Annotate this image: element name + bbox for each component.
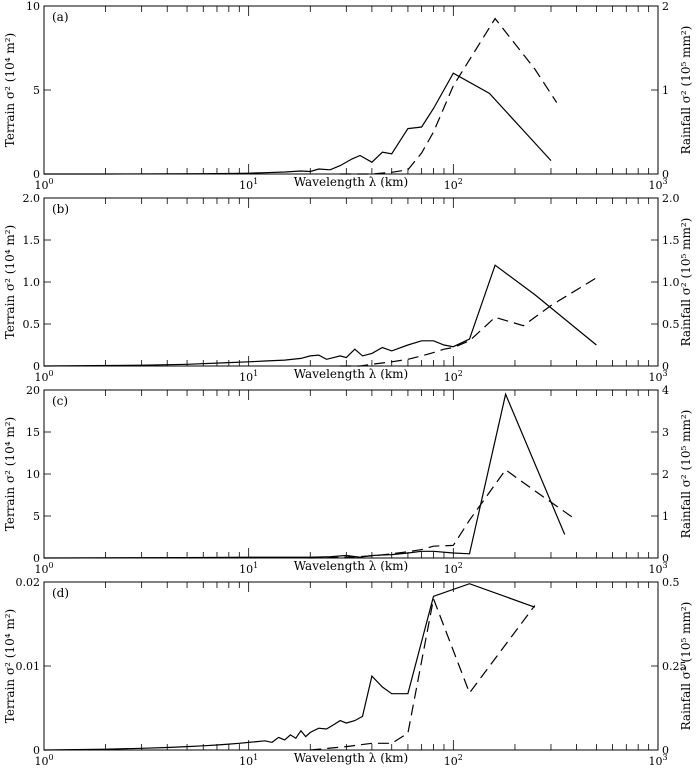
x-tick-label: 101 xyxy=(239,561,258,576)
plot-frame xyxy=(43,581,659,751)
chart-panel: 100 101 102 10300.51.01.52.000.51.01.52.0(b… xyxy=(3,192,693,384)
y-left-tick-label: 0 xyxy=(33,360,40,373)
y-left-tick-label: 15 xyxy=(26,426,40,439)
x-tick-label: 102 xyxy=(444,753,463,768)
y-right-tick-label: 1 xyxy=(662,84,669,97)
y-right-tick-label: 0 xyxy=(662,744,669,757)
y-left-tick-label: 0.02 xyxy=(16,576,41,589)
y-left-tick-label: 20 xyxy=(26,384,40,397)
x-tick-label: 102 xyxy=(444,561,463,576)
x-axis-label: Wavelength λ (km) xyxy=(294,367,408,381)
y-right-tick-label: 2 xyxy=(662,0,669,13)
terrain-series-line xyxy=(44,72,552,175)
y-left-axis-label: Terrain σ² (10⁴ m²) xyxy=(3,225,17,339)
y-right-tick-label: 2.0 xyxy=(662,192,680,205)
y-left-tick-label: 5 xyxy=(33,84,40,97)
y-left-axis-label: Terrain σ² (10⁴ m²) xyxy=(3,33,17,147)
rainfall-series-line xyxy=(340,277,597,367)
y-right-tick-label: 0.5 xyxy=(662,576,680,589)
y-left-tick-label: 1.0 xyxy=(23,276,41,289)
y-left-tick-label: 10 xyxy=(26,0,40,13)
y-right-axis-label: Rainfall σ² (10⁵ mm²) xyxy=(679,26,693,155)
x-axis-label: Wavelength λ (km) xyxy=(294,559,408,573)
panel-label: (c) xyxy=(52,394,68,408)
panel-label: (d) xyxy=(52,586,69,600)
rainfall-series-line xyxy=(310,468,577,559)
y-right-tick-label: 0.5 xyxy=(662,318,680,331)
y-left-tick-label: 0.5 xyxy=(23,318,41,331)
y-right-tick-label: 3 xyxy=(662,426,669,439)
y-left-tick-label: 0 xyxy=(33,552,40,565)
y-right-tick-label: 1.5 xyxy=(662,234,680,247)
y-right-axis-label: Rainfall σ² (10⁵ mm²) xyxy=(679,602,693,731)
y-left-tick-label: 0 xyxy=(33,168,40,181)
x-tick-label: 102 xyxy=(444,369,463,384)
x-axis-label: Wavelength λ (km) xyxy=(294,175,408,189)
panel-label: (a) xyxy=(52,10,69,24)
plot-frame xyxy=(43,5,659,175)
panel-label: (b) xyxy=(52,202,69,216)
y-left-tick-label: 10 xyxy=(26,468,40,481)
y-left-tick-label: 2.0 xyxy=(23,192,41,205)
x-tick-label: 101 xyxy=(239,753,258,768)
y-right-tick-label: 1.0 xyxy=(662,276,680,289)
plot-frame xyxy=(43,197,659,367)
y-left-tick-label: 0 xyxy=(33,744,40,757)
x-axis-label: Wavelength λ (km) xyxy=(294,751,408,765)
y-left-axis-label: Terrain σ² (10⁴ m²) xyxy=(3,417,17,531)
y-right-axis-label: Rainfall σ² (10⁵ mm²) xyxy=(679,410,693,539)
x-tick-label: 102 xyxy=(444,177,463,192)
y-left-axis-label: Terrain σ² (10⁴ m²) xyxy=(3,609,17,723)
terrain-series-line xyxy=(43,392,566,559)
y-right-tick-label: 1 xyxy=(662,510,669,523)
y-right-tick-label: 0 xyxy=(662,552,669,565)
y-right-tick-label: 0.25 xyxy=(662,660,687,673)
chart-panel: 100 101 102 10300.010.0200.250.5(d)Waveleng… xyxy=(3,576,693,768)
terrain-series-line xyxy=(43,583,536,751)
x-tick-label: 101 xyxy=(239,177,258,192)
y-right-tick-label: 0 xyxy=(662,168,669,181)
y-right-tick-label: 4 xyxy=(662,384,669,397)
terrain-series-line xyxy=(43,264,597,367)
x-tick-label: 101 xyxy=(239,369,258,384)
y-right-tick-label: 2 xyxy=(662,468,669,481)
rainfall-series-line xyxy=(310,596,536,751)
y-left-tick-label: 1.5 xyxy=(23,234,41,247)
y-left-tick-label: 0.01 xyxy=(16,660,41,673)
rainfall-series-line xyxy=(340,17,558,175)
y-right-tick-label: 0 xyxy=(662,360,669,373)
plot-frame xyxy=(43,389,659,559)
y-left-tick-label: 5 xyxy=(33,510,40,523)
y-right-axis-label: Rainfall σ² (10⁵ mm²) xyxy=(679,218,693,347)
